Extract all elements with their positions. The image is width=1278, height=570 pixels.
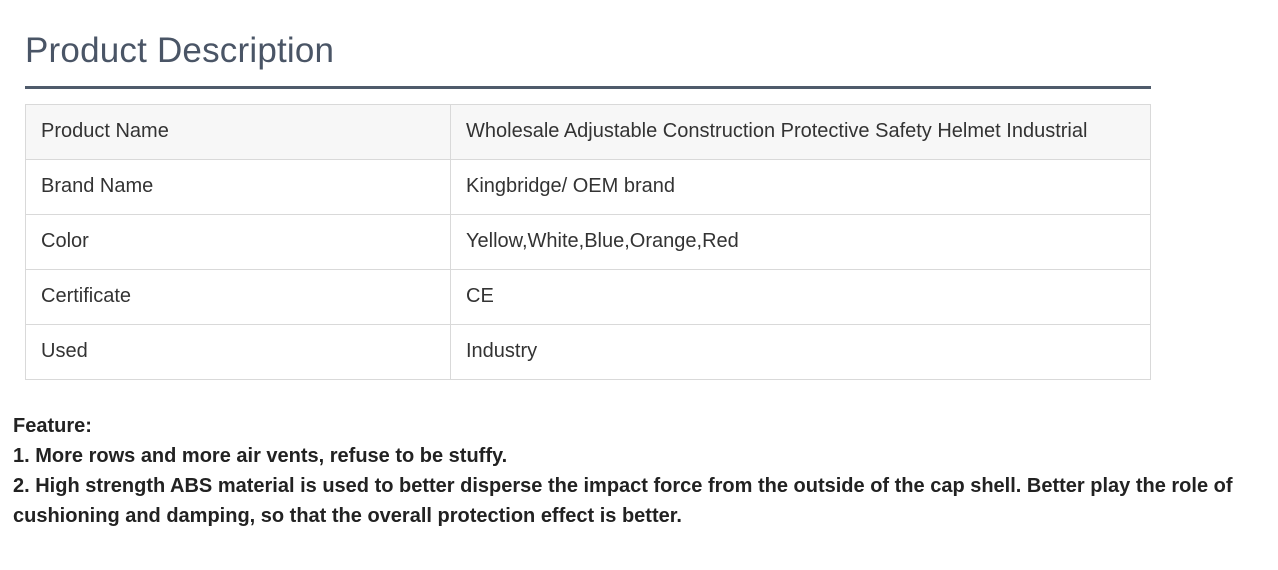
- spec-value-color: Yellow,White,Blue,Orange,Red: [450, 214, 1151, 270]
- spec-key-used: Used: [25, 324, 451, 380]
- title-divider: [25, 86, 1151, 89]
- spec-key-brand-name: Brand Name: [25, 159, 451, 215]
- spec-value-certificate: CE: [450, 269, 1151, 325]
- feature-heading: Feature:: [13, 415, 92, 437]
- spec-key-product-name: Product Name: [25, 104, 451, 160]
- feature-item: 1. More rows and more air vents, refuse …: [13, 445, 508, 467]
- spec-value-used: Industry: [450, 324, 1151, 380]
- section-title: Product Description: [25, 31, 335, 70]
- feature-section: Feature: 1. More rows and more air vents…: [13, 411, 1263, 531]
- spec-key-color: Color: [25, 214, 451, 270]
- spec-value-product-name: Wholesale Adjustable Construction Protec…: [450, 104, 1151, 160]
- feature-item: 2. High strength ABS material is used to…: [13, 475, 1233, 527]
- table-row: Color Yellow,White,Blue,Orange,Red: [25, 214, 1151, 270]
- table-row: Certificate CE: [25, 269, 1151, 325]
- product-spec-table: Product Name Wholesale Adjustable Constr…: [25, 104, 1151, 380]
- table-row: Brand Name Kingbridge/ OEM brand: [25, 159, 1151, 215]
- table-row: Product Name Wholesale Adjustable Constr…: [25, 104, 1151, 160]
- spec-value-brand-name: Kingbridge/ OEM brand: [450, 159, 1151, 215]
- table-row: Used Industry: [25, 324, 1151, 380]
- spec-key-certificate: Certificate: [25, 269, 451, 325]
